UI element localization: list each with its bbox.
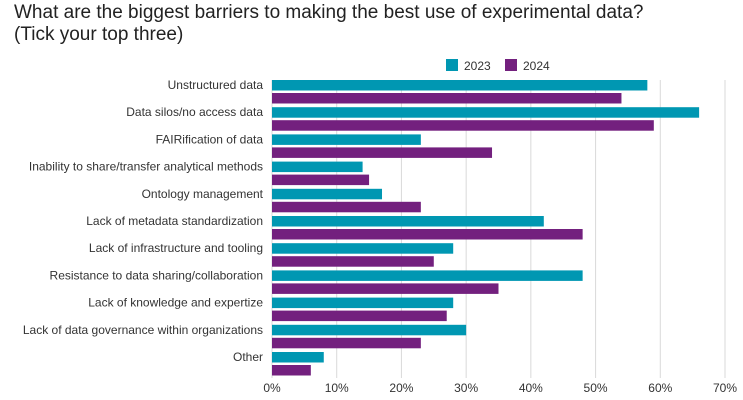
bar-2024 [272,310,447,322]
x-tick-label: 20% [389,381,413,395]
legend-label-2023: 2023 [464,59,491,73]
x-tick-label: 0% [263,381,281,395]
x-tick-label: 60% [648,381,672,395]
bar-2023 [272,352,324,363]
category-label: FAIRification of data [156,132,264,146]
chart-title-main: What are the biggest barriers to making … [14,2,644,23]
category-label: Lack of metadata standardization [86,214,263,228]
bar-2024 [272,229,583,240]
bar-2024 [272,93,622,104]
bar-2023 [272,324,467,336]
x-tick-label: 40% [519,381,543,395]
bar-2024 [272,256,434,267]
x-axis-ticks: 0% 10% 20% 30% 40% 50% 60% 70% [263,381,737,395]
bar-2024 [272,365,311,376]
bar-2023 [272,216,544,227]
bar-2024 [272,201,421,213]
x-tick-label: 50% [584,381,608,395]
legend-swatch-2024 [505,59,517,71]
bar-2024 [272,174,370,186]
category-label: Inability to share/transfer analytical m… [29,160,263,174]
bar-2023 [272,243,454,254]
category-labels: Unstructured data Data silos/no access da… [23,78,264,364]
chart-subtitle: (Tick your top three) [14,24,184,45]
category-label: Lack of knowledge and expertize [88,296,263,310]
legend: 2023 2024 [446,59,550,73]
x-tick-label: 30% [454,381,478,395]
x-tick-label: 10% [325,381,349,395]
bar-2023 [272,80,648,91]
category-label: Lack of infrastructure and tooling [89,241,263,255]
bar-2024 [272,120,654,131]
legend-swatch-2023 [446,59,458,71]
bar-2023 [272,188,383,200]
category-label: Other [233,350,263,364]
bar-2023 [272,107,700,118]
x-tick-label: 70% [713,381,737,395]
legend-label-2024: 2024 [523,59,550,73]
category-label: Data silos/no access data [126,105,263,119]
category-label: Unstructured data [168,78,264,92]
bar-2023 [272,297,454,309]
bars [272,80,700,376]
chart-title: What are the biggest barriers to making … [14,2,643,46]
bar-2024 [272,337,421,349]
bar-2024 [272,283,499,294]
bar-2023 [272,161,363,173]
category-label: Resistance to data sharing/collaboration [50,268,263,282]
bar-2023 [272,134,421,145]
bar-2023 [272,270,583,281]
category-label: Lack of data governance within organizat… [23,323,263,337]
category-label: Ontology management [142,187,264,201]
bar-2024 [272,147,493,158]
